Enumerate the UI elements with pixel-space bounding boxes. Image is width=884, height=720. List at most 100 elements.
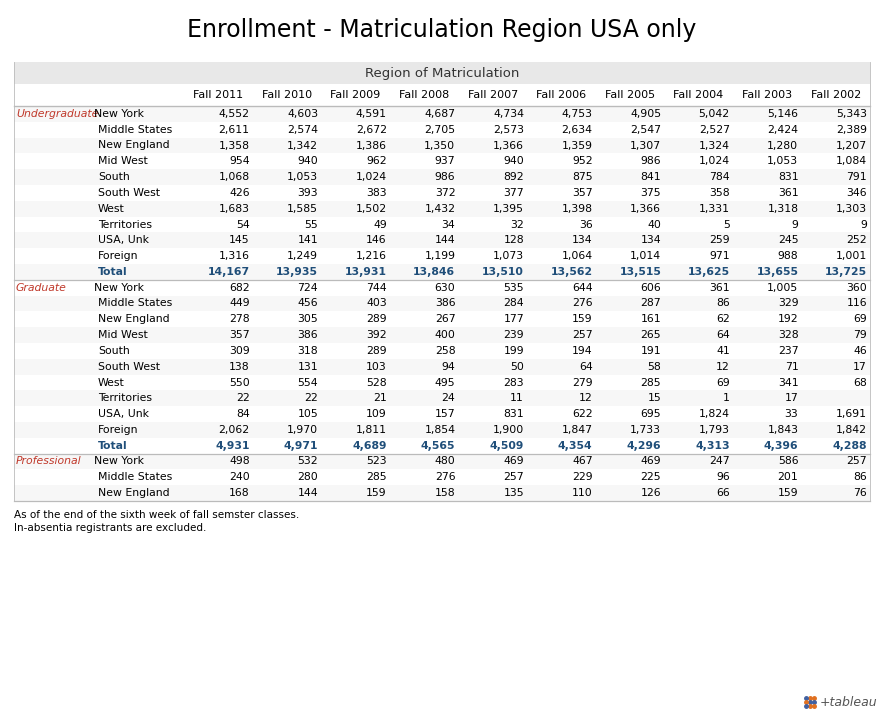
Text: 116: 116 [846,299,867,308]
Text: 12: 12 [579,393,592,403]
Text: 21: 21 [373,393,387,403]
Text: 287: 287 [641,299,661,308]
Text: Graduate: Graduate [16,283,67,293]
Text: 267: 267 [435,315,455,324]
Text: 1,398: 1,398 [561,204,592,214]
Text: 305: 305 [297,315,318,324]
Text: Enrollment - Matriculation Region USA only: Enrollment - Matriculation Region USA on… [187,18,697,42]
Text: 161: 161 [641,315,661,324]
Text: 4,313: 4,313 [695,441,730,451]
Text: 22: 22 [304,393,318,403]
Text: 64: 64 [716,330,730,340]
Text: 744: 744 [366,283,387,293]
Text: New York: New York [94,283,144,293]
Text: 535: 535 [503,283,524,293]
Bar [14,469,870,485]
Text: 1,900: 1,900 [492,425,524,435]
Text: 318: 318 [298,346,318,356]
Text: 1,324: 1,324 [698,140,730,150]
Text: 971: 971 [709,251,730,261]
Text: 1,793: 1,793 [698,425,730,435]
Text: 1,064: 1,064 [561,251,592,261]
Text: 32: 32 [510,220,524,230]
Text: 1,053: 1,053 [767,156,798,166]
Text: 46: 46 [853,346,867,356]
Text: 276: 276 [435,472,455,482]
Text: 96: 96 [716,472,730,482]
Text: 17: 17 [853,361,867,372]
Text: 4,734: 4,734 [493,109,524,119]
Text: 4,354: 4,354 [558,441,592,451]
Text: 386: 386 [298,330,318,340]
Text: 229: 229 [572,472,592,482]
Text: 952: 952 [572,156,592,166]
Text: 71: 71 [785,361,798,372]
Text: 239: 239 [503,330,524,340]
Text: 62: 62 [716,315,730,324]
Text: 329: 329 [778,299,798,308]
Text: 66: 66 [716,488,730,498]
Text: 50: 50 [510,361,524,372]
Text: 33: 33 [785,409,798,419]
Text: 4,687: 4,687 [424,109,455,119]
Text: 2,547: 2,547 [630,125,661,135]
Bar [14,359,870,374]
Text: 1,691: 1,691 [836,409,867,419]
Text: 191: 191 [641,346,661,356]
Text: 2,705: 2,705 [424,125,455,135]
Text: 841: 841 [641,172,661,182]
Text: Fall 2003: Fall 2003 [742,90,792,100]
Text: 1,303: 1,303 [836,204,867,214]
Text: 986: 986 [435,172,455,182]
Text: Fall 2004: Fall 2004 [674,90,724,100]
Text: 144: 144 [435,235,455,246]
Text: 1,585: 1,585 [287,204,318,214]
Text: South: South [98,172,130,182]
Text: 630: 630 [435,283,455,293]
Text: 4,591: 4,591 [355,109,387,119]
Text: 1,207: 1,207 [836,140,867,150]
Text: 1,053: 1,053 [287,172,318,182]
Text: 13,515: 13,515 [620,267,661,277]
Text: 9: 9 [860,220,867,230]
Text: 285: 285 [641,377,661,387]
Text: 13,510: 13,510 [482,267,524,277]
Text: New York: New York [94,109,144,119]
Text: 644: 644 [572,283,592,293]
Text: 403: 403 [366,299,387,308]
Text: 1,366: 1,366 [630,204,661,214]
Text: 392: 392 [366,330,387,340]
Text: 372: 372 [435,188,455,198]
Text: 168: 168 [229,488,249,498]
Text: New York: New York [94,456,144,467]
Text: 69: 69 [853,315,867,324]
Text: 64: 64 [579,361,592,372]
Text: 49: 49 [373,220,387,230]
Text: 128: 128 [503,235,524,246]
Text: 2,527: 2,527 [698,125,730,135]
Text: 13,625: 13,625 [688,267,730,277]
Text: 134: 134 [641,235,661,246]
Bar [14,296,870,311]
Text: 1,386: 1,386 [355,140,387,150]
Text: 199: 199 [503,346,524,356]
Text: 134: 134 [572,235,592,246]
Text: 11: 11 [510,393,524,403]
Text: Fall 2002: Fall 2002 [811,90,861,100]
Text: 988: 988 [778,251,798,261]
Text: 4,288: 4,288 [833,441,867,451]
Text: 1,005: 1,005 [767,283,798,293]
Text: 94: 94 [442,361,455,372]
Text: 289: 289 [366,315,387,324]
Text: 22: 22 [236,393,249,403]
Text: USA, Unk: USA, Unk [98,235,149,246]
Text: 257: 257 [503,472,524,482]
Text: 386: 386 [435,299,455,308]
Text: 69: 69 [716,377,730,387]
Text: Middle States: Middle States [98,299,172,308]
Text: 831: 831 [778,172,798,182]
Text: 986: 986 [641,156,661,166]
Bar [14,62,870,84]
Text: 280: 280 [297,472,318,482]
Text: 5: 5 [723,220,730,230]
